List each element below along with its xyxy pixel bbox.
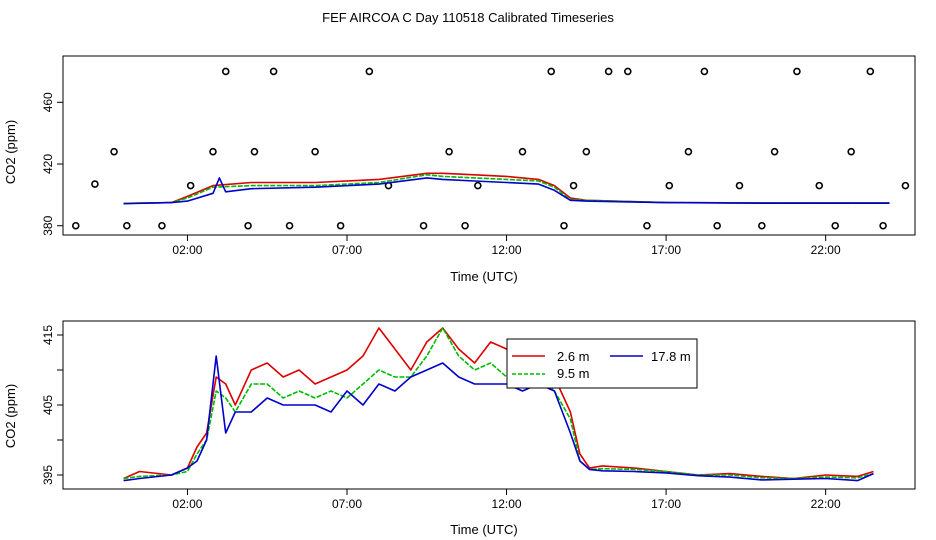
- data-point: [110, 147, 118, 156]
- data-point: [847, 147, 855, 156]
- data-point: [770, 147, 779, 156]
- x-axis-top: 02:00 07:00 12:00 17:00 22:00: [172, 235, 841, 257]
- data-point: [665, 181, 674, 190]
- y-axis-label-top: CO2 (ppm): [3, 120, 18, 184]
- legend-label-9-5m: 9.5 m: [557, 366, 590, 381]
- data-point: [643, 221, 651, 230]
- figure-title: FEF AIRCOA C Day 110518 Calibrated Times…: [322, 10, 614, 25]
- y-tick-label: 420: [41, 154, 55, 174]
- data-point: [250, 147, 259, 156]
- x-tick-label: 17:00: [651, 243, 681, 257]
- series-line-3: [123, 177, 890, 205]
- y-tick-label: 415: [41, 325, 55, 345]
- data-point: [758, 221, 766, 230]
- data-point: [815, 181, 824, 190]
- data-point: [735, 181, 744, 190]
- data-point: [713, 221, 721, 230]
- data-point: [269, 67, 278, 76]
- data-point: [311, 147, 319, 156]
- panel-top: 02:00 07:00 12:00 17:00 22:00 380 420 460 Time…: [3, 55, 916, 284]
- series-line-2: [123, 327, 874, 480]
- plot-area-top: [71, 67, 910, 230]
- x-tick-label: 07:00: [332, 497, 362, 511]
- data-point: [560, 221, 568, 230]
- legend-box: [506, 338, 698, 389]
- data-point: [285, 221, 294, 230]
- data-point: [901, 181, 910, 190]
- data-point: [123, 221, 131, 230]
- data-point: [624, 67, 632, 76]
- y-axis-label-bottom: CO2 (ppm): [3, 384, 18, 448]
- data-point: [569, 181, 578, 190]
- data-point: [700, 67, 709, 76]
- y-axis-bottom: 395 405 415: [41, 325, 63, 485]
- data-point: [879, 221, 887, 230]
- x-tick-label: 12:00: [492, 497, 522, 511]
- x-tick-label: 22:00: [811, 497, 841, 511]
- data-point: [419, 221, 428, 230]
- series-line-1: [123, 327, 874, 480]
- x-axis-bottom: 02:00 07:00 12:00 17:00 22:00: [172, 489, 841, 511]
- data-point: [209, 147, 217, 156]
- data-point: [71, 221, 80, 230]
- data-point: [365, 67, 374, 76]
- data-point: [582, 147, 591, 156]
- plot-frame-top: [62, 55, 916, 236]
- x-tick-label: 12:00: [492, 243, 522, 257]
- series-line-2: [123, 174, 890, 205]
- data-point: [793, 67, 801, 76]
- x-tick-label: 02:00: [172, 497, 202, 511]
- series-line-3: [123, 355, 874, 482]
- data-point: [831, 221, 840, 230]
- plot-area-bottom: [123, 327, 874, 482]
- data-point: [445, 147, 453, 156]
- data-point: [221, 67, 230, 76]
- x-axis-label-bottom: Time (UTC): [450, 522, 517, 537]
- data-point: [461, 221, 469, 230]
- data-point: [91, 180, 99, 188]
- legend-label-17-8m: 17.8 m: [651, 349, 691, 364]
- panel-bottom: 02:00 07:00 12:00 17:00 22:00 395 405 415 Time…: [3, 320, 916, 537]
- x-tick-label: 17:00: [651, 497, 681, 511]
- data-point: [336, 221, 345, 230]
- data-point: [684, 147, 693, 156]
- data-point: [604, 67, 613, 76]
- data-point: [866, 67, 875, 76]
- data-point: [244, 221, 252, 230]
- x-tick-label: 02:00: [172, 243, 202, 257]
- y-tick-label: 395: [41, 465, 55, 485]
- series-line-1: [123, 172, 890, 205]
- legend-label-2-6m: 2.6 m: [557, 349, 590, 364]
- x-axis-label-top: Time (UTC): [450, 269, 517, 284]
- data-point: [186, 181, 195, 190]
- y-tick-label: 380: [41, 215, 55, 235]
- data-point: [158, 221, 166, 230]
- y-axis-top: 380 420 460: [41, 92, 63, 236]
- data-point: [518, 147, 527, 156]
- y-tick-label: 460: [41, 92, 55, 112]
- data-point: [547, 67, 556, 76]
- data-point: [474, 181, 482, 190]
- legend: 2.6 m 9.5 m 17.8 m: [506, 338, 698, 389]
- x-tick-label: 07:00: [332, 243, 362, 257]
- y-tick-label: 405: [41, 395, 55, 415]
- x-tick-label: 22:00: [811, 243, 841, 257]
